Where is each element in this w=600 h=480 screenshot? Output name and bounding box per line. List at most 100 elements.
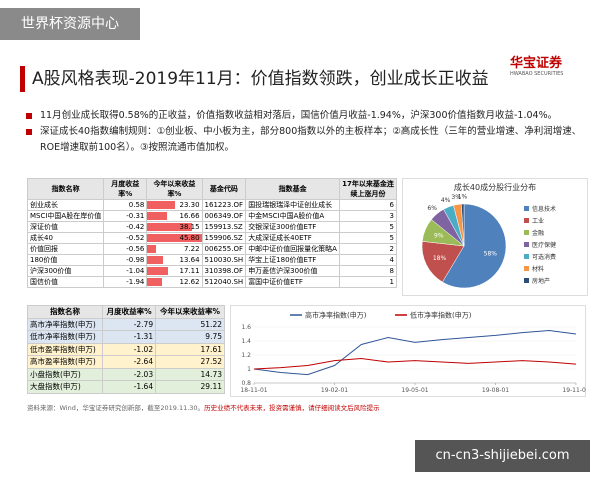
logo: 华宝证券 HWABAO SECURITIES bbox=[510, 52, 563, 77]
legend-label: 金融 bbox=[532, 229, 544, 237]
legend-label: 医疗保健 bbox=[532, 241, 556, 249]
series-line bbox=[253, 357, 577, 370]
table-row: 创业成长 0.58 23.30 161223.OF 国投瑞银瑞泽中证创业成长 6 bbox=[26, 199, 397, 211]
table-cell: 6 bbox=[339, 199, 397, 211]
pie-title: 成长40成分股行业分布 bbox=[454, 182, 536, 192]
legend-swatch bbox=[524, 242, 529, 247]
table-cell: -0.31 bbox=[103, 210, 148, 222]
legend-label: 房地产 bbox=[532, 277, 550, 285]
table-cell: 006349.OF bbox=[201, 210, 247, 222]
pie-chart: 成长40成分股行业分布 58% 信息技术 18% 工业 9% 金融 6% 医疗保健 4% 可选消费… bbox=[402, 178, 588, 296]
table-row: 沪深300价值 -1.04 17.11 310398.OF 申万菱信沪深300价值 8 bbox=[26, 265, 397, 277]
table-cell: 512040.SH bbox=[201, 276, 247, 288]
logo-sub: HWABAO SECURITIES bbox=[510, 71, 564, 77]
table-cell: -1.02 bbox=[102, 342, 157, 356]
table-cell: 159906.SZ bbox=[201, 232, 247, 244]
slice-label: 6% bbox=[427, 205, 437, 212]
cell-value: 38.15 bbox=[179, 223, 200, 231]
column-header: 指数名称 bbox=[26, 178, 105, 200]
x-tick-label: 19-08-01 bbox=[482, 387, 509, 394]
table-row: 高市净率指数(申万) -2.79 51.22 bbox=[26, 317, 225, 331]
table-cell: -0.98 bbox=[103, 254, 148, 266]
legend-swatch bbox=[524, 266, 529, 271]
table-cell: 7.22 bbox=[146, 243, 203, 255]
slice-label: 4% bbox=[441, 197, 451, 204]
slice-label: 3% bbox=[451, 194, 461, 201]
table-row: 180价值 -0.98 13.64 510030.SH 华宝上证180价值ETF 4 bbox=[26, 254, 397, 266]
table-cell: 180价值 bbox=[26, 254, 105, 266]
legend-label: 高市净率指数(申万) bbox=[305, 311, 367, 320]
data-bar bbox=[147, 245, 156, 253]
table-cell: 交银深证300价值ETF bbox=[245, 221, 340, 233]
table-cell: 14.73 bbox=[155, 367, 225, 381]
table-row: MSCI中国A股在岸价值 -0.31 16.66 006349.OF 中金MSCI中国A… bbox=[26, 210, 397, 222]
table-cell: 成长40 bbox=[26, 232, 105, 244]
series-line bbox=[253, 329, 577, 376]
table-cell: 17.61 bbox=[155, 342, 225, 356]
table-row: 成长40 -0.52 45.80 159906.SZ 大成深证成长40ETF 5 bbox=[26, 232, 397, 244]
slice-label: 1% bbox=[458, 193, 468, 200]
table-cell: 38.15 bbox=[146, 221, 203, 233]
table-cell: 小盘指数(申万) bbox=[26, 367, 104, 381]
legend-swatch bbox=[524, 254, 529, 259]
data-bar bbox=[147, 201, 175, 209]
data-bar bbox=[147, 278, 163, 286]
table-cell: 中邮中证价值回报量化策略A bbox=[245, 243, 340, 255]
table-cell: 13.64 bbox=[146, 254, 203, 266]
column-header: 17年以来基金连续上涨月份 bbox=[339, 178, 397, 200]
table-cell: 申万菱信沪深300价值 bbox=[245, 265, 340, 277]
table-cell: 价值回报 bbox=[26, 243, 105, 255]
table-cell: -2.03 bbox=[102, 367, 157, 381]
column-header: 月度收益率% bbox=[103, 178, 148, 200]
slice-label: 58% bbox=[484, 250, 498, 257]
column-header: 月度收益率% bbox=[102, 305, 157, 319]
table-cell: 低市盈率指数(申万) bbox=[26, 342, 104, 356]
column-header: 今年以来收益率% bbox=[146, 178, 203, 200]
table-cell: 国投瑞银瑞泽中证创业成长 bbox=[245, 199, 340, 211]
table-cell: 深证价值 bbox=[26, 221, 105, 233]
table-cell: 510030.SH bbox=[201, 254, 247, 266]
table-row: 低市净率指数(申万) -1.31 9.75 bbox=[26, 330, 225, 344]
table-cell: 华宝上证180价值ETF bbox=[245, 254, 340, 266]
legend-swatch bbox=[524, 230, 529, 235]
table-row: 低市盈率指数(申万) -1.02 17.61 bbox=[26, 342, 225, 356]
table-cell: 1 bbox=[339, 276, 397, 288]
table-row: 大盘指数(申万) -1.64 29.11 bbox=[26, 380, 225, 394]
style-table: 指数名称 月度收益率% 今年以来收益率% 高市净率指数(申万) -2.79 51.22 低市… bbox=[26, 305, 225, 394]
y-tick-label: 1.4 bbox=[241, 338, 251, 345]
source: 资料来源：Wind，华宝证券研究创新部，截至2019.11.30。 bbox=[27, 404, 205, 412]
table-row: 高市盈率指数(申万) -2.64 27.52 bbox=[26, 355, 225, 369]
bullet: 11月创业成长取得0.58%的正收益，价值指数收益相对落后，国信价值月收益-1.… bbox=[26, 108, 586, 124]
title: A股风格表现-2019年11月：价值指数领跌，创业成长正收益 bbox=[32, 69, 489, 89]
cell-value: 12.62 bbox=[179, 278, 200, 286]
table-cell: 51.22 bbox=[155, 317, 225, 331]
footer: 资料来源：Wind，华宝证券研究创新部，截至2019.11.30。历史业绩不代表… bbox=[27, 402, 380, 412]
table-cell: 16.66 bbox=[146, 210, 203, 222]
cell-value: 23.30 bbox=[179, 201, 200, 209]
table-cell: 159913.SZ bbox=[201, 221, 247, 233]
table-cell: 006255.OF bbox=[201, 243, 247, 255]
table-row: 国信价值 -1.94 12.62 512040.SH 富国中证价值ETF 1 bbox=[26, 276, 397, 288]
slice-label: 9% bbox=[434, 232, 444, 239]
table-cell: -0.52 bbox=[103, 232, 148, 244]
cell-value: 45.80 bbox=[179, 234, 200, 242]
table-cell: 17.11 bbox=[146, 265, 203, 277]
y-tick-label: 0.8 bbox=[241, 380, 251, 387]
legend-label: 低市净率指数(申万) bbox=[410, 311, 472, 320]
title-bar bbox=[20, 66, 25, 92]
table-cell: -0.42 bbox=[103, 221, 148, 233]
line-chart: 0.8 1 1.2 1.4 1.6 18-11-01 19-02-01 19-05-01 19-… bbox=[230, 305, 586, 397]
legend-label: 可选消费 bbox=[532, 253, 556, 261]
y-tick-label: 1.2 bbox=[241, 352, 251, 359]
pie-slice bbox=[442, 203, 507, 289]
table-cell: 8 bbox=[339, 265, 397, 277]
legend-swatch bbox=[524, 278, 529, 283]
table-cell: 大盘指数(申万) bbox=[26, 380, 104, 394]
table-cell: MSCI中国A股在岸价值 bbox=[26, 210, 105, 222]
line-frame bbox=[230, 305, 586, 397]
table-cell: 3 bbox=[339, 210, 397, 222]
table-cell: -1.94 bbox=[103, 276, 148, 288]
bullets: 11月创业成长取得0.58%的正收益，价值指数收益相对落后，国信价值月收益-1.… bbox=[26, 108, 586, 156]
table-cell: -2.79 bbox=[102, 317, 157, 331]
